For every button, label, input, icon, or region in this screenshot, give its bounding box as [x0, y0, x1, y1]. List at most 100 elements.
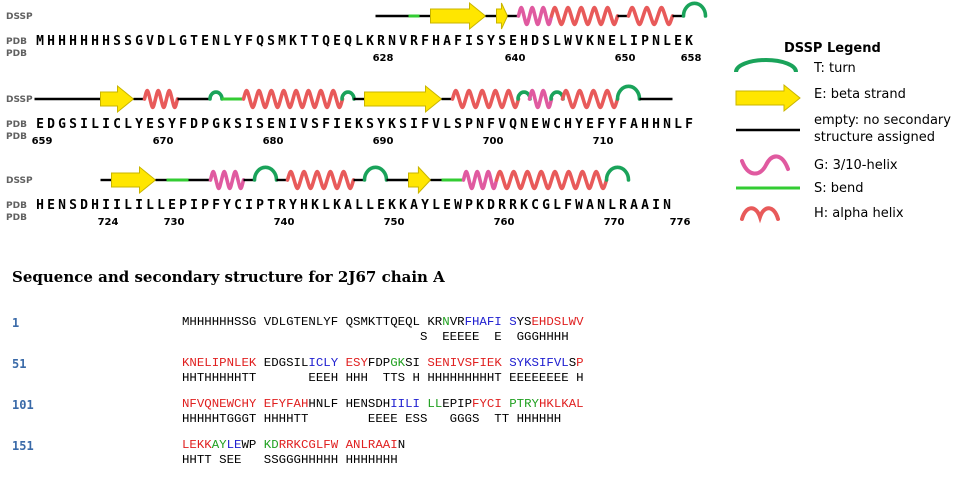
sequence-segment: LEKK: [182, 438, 212, 452]
residue-letter: V: [432, 117, 440, 132]
residue-letter: E: [201, 34, 209, 49]
sequence-segment: SENIVSFIEK: [419, 356, 502, 370]
residue-letter: P: [201, 117, 209, 132]
h_helix-element: [285, 169, 356, 191]
residue-letter: W: [542, 117, 550, 132]
residue-letter: I: [465, 34, 473, 49]
sequence-segment: NFVQNEWCHY: [182, 397, 257, 411]
residue-letter: I: [102, 117, 110, 132]
pdb-label: PDB: [6, 201, 27, 211]
residue-letter: I: [652, 198, 660, 213]
residue-letter: H: [652, 117, 660, 132]
sequence-segment: ICLY: [308, 356, 339, 370]
residue-letter: C: [553, 117, 561, 132]
residue-letter: D: [487, 198, 495, 213]
residue-letter: H: [520, 34, 528, 49]
sequence-segment: EHDSLWV: [531, 315, 584, 329]
sequence-line: KNELIPNLEK EDGSILICLY ESYFDPGKSI SENIVSF…: [182, 356, 584, 371]
h_helix-element: [450, 88, 521, 110]
residue-letter: L: [168, 34, 176, 49]
residue-letter: M: [36, 34, 44, 49]
residue-letter: D: [190, 117, 198, 132]
legend-label: structure assigned: [814, 130, 935, 145]
residue-letter: Y: [608, 117, 616, 132]
residue-letter: F: [454, 34, 462, 49]
residue-letter: N: [520, 117, 528, 132]
sequence-heading: Sequence and secondary structure for 2J6…: [12, 268, 445, 286]
residue-letter: Q: [509, 117, 517, 132]
secondary-structure-line: HHTT SEE SSGGGHHHHH HHHHHHH: [182, 453, 398, 467]
residue-letter: K: [388, 117, 396, 132]
sequence-section: Sequence and secondary structure for 2J6…: [0, 268, 972, 477]
residue-letter: Y: [421, 198, 429, 213]
sequence-segment: FYCI: [472, 397, 502, 411]
residue-letter: K: [333, 198, 341, 213]
sequence-segment: EPIP: [442, 397, 473, 411]
residue-letter: H: [91, 198, 99, 213]
residue-letter: S: [124, 34, 132, 49]
sequence-segment: [338, 356, 345, 370]
sequence-segment: N: [397, 438, 406, 452]
residue-letter: A: [641, 198, 649, 213]
residue-letter: L: [124, 198, 132, 213]
turn-element: [362, 165, 389, 182]
residue-number: 724: [98, 217, 119, 228]
sequence-segment: HKLKAL: [538, 397, 584, 411]
residue-letter: N: [58, 198, 66, 213]
residue-letter: S: [454, 117, 462, 132]
residue-letter: A: [630, 117, 638, 132]
dssp-label: DSSP: [6, 176, 33, 186]
residue-letter: N: [278, 117, 286, 132]
residue-letter: K: [685, 34, 693, 49]
residue-letter: K: [311, 198, 319, 213]
residue-number: 730: [164, 217, 185, 228]
residue-letter: E: [267, 117, 275, 132]
residue-letter: N: [597, 34, 605, 49]
residue-letter: G: [212, 117, 220, 132]
residue-letter: F: [322, 117, 330, 132]
residue-letter: A: [630, 198, 638, 213]
residue-number: 700: [483, 136, 504, 147]
residue-letter: F: [212, 198, 220, 213]
h_helix-element: [626, 5, 675, 27]
residue-letter: F: [487, 117, 495, 132]
sequence-segment: WP: [241, 438, 257, 452]
residue-number: 750: [384, 217, 405, 228]
sequence-segment: EFYFAH: [263, 397, 309, 411]
residue-letter: H: [564, 117, 572, 132]
residue-letter: D: [47, 117, 55, 132]
residue-letter: R: [509, 198, 517, 213]
residue-letter: I: [102, 198, 110, 213]
legend-label: G: 3/10-helix: [814, 158, 898, 173]
residue-letter: S: [542, 34, 550, 49]
residue-letter: T: [300, 34, 308, 49]
residue-letter: M: [278, 34, 286, 49]
strand-element: [364, 84, 443, 114]
residue-letter: E: [674, 34, 682, 49]
row-number: 51: [12, 357, 27, 371]
residue-letter: D: [80, 198, 88, 213]
residue-number: 670: [153, 136, 174, 147]
residue-letter: Y: [223, 198, 231, 213]
residue-letter: P: [201, 198, 209, 213]
residue-letter: L: [674, 117, 682, 132]
residue-letter: H: [102, 34, 110, 49]
sequence-segment: IILI: [390, 397, 420, 411]
residue-letter: P: [179, 198, 187, 213]
residue-letter: K: [289, 34, 297, 49]
residue-letter: R: [377, 34, 385, 49]
strand-element: [408, 165, 432, 195]
residue-number: 710: [593, 136, 614, 147]
residue-letter: E: [531, 117, 539, 132]
residue-letter: H: [641, 117, 649, 132]
residue-number: 776: [670, 217, 691, 228]
residue-letter: S: [498, 34, 506, 49]
residue-number: 680: [263, 136, 284, 147]
residue-letter: L: [124, 117, 132, 132]
residue-letter: C: [234, 198, 242, 213]
sequence-segment: SI: [405, 356, 420, 370]
legend-label: S: bend: [814, 181, 864, 196]
residue-letter: I: [135, 198, 143, 213]
